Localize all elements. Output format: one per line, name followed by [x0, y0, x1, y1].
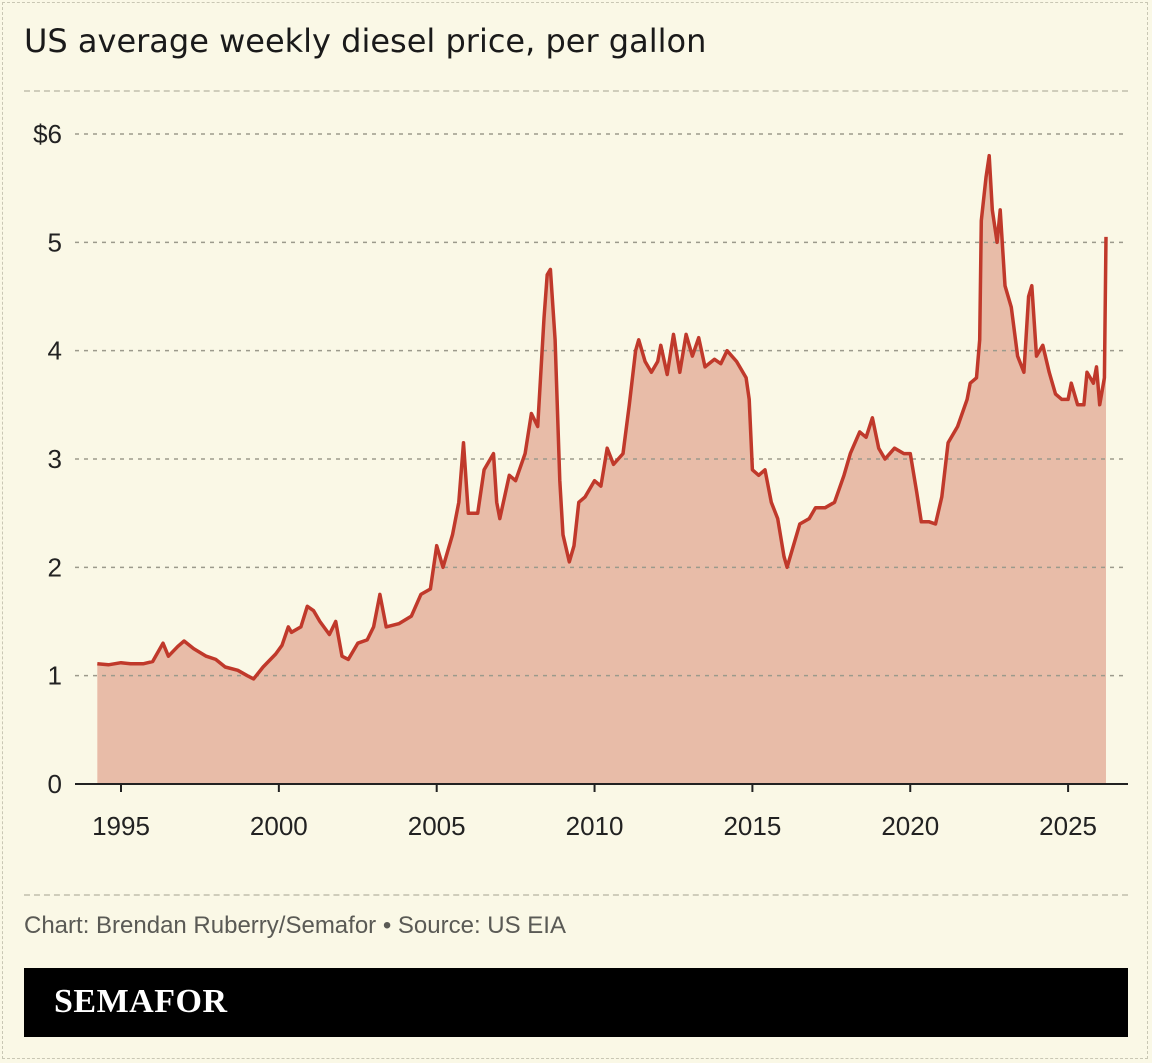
y-tick-label: 5 — [48, 227, 62, 257]
y-tick-label: 1 — [48, 661, 62, 691]
top-divider — [24, 90, 1128, 92]
x-tick-label: 2020 — [881, 811, 939, 841]
x-tick-label: 2025 — [1039, 811, 1097, 841]
x-tick-label: 2010 — [566, 811, 624, 841]
y-tick-label: 3 — [48, 444, 62, 474]
x-tick-label: 1995 — [92, 811, 150, 841]
x-tick-label: 2015 — [723, 811, 781, 841]
x-tick-label: 2005 — [408, 811, 466, 841]
y-tick-label: $6 — [33, 119, 62, 149]
chart-title: US average weekly diesel price, per gall… — [24, 22, 707, 60]
price-line — [97, 153, 1108, 681]
chart-credit: Chart: Brendan Ruberry/Semafor • Source:… — [24, 912, 566, 939]
area-fill — [97, 155, 1107, 784]
brand-bar: SEMAFOR — [24, 968, 1128, 1037]
y-tick-label: 2 — [48, 552, 62, 582]
brand-logo: SEMAFOR — [54, 983, 228, 1020]
y-tick-label: 0 — [48, 769, 62, 799]
y-tick-label: 4 — [48, 336, 62, 366]
bottom-divider — [24, 894, 1128, 896]
x-tick-label: 2000 — [250, 811, 308, 841]
